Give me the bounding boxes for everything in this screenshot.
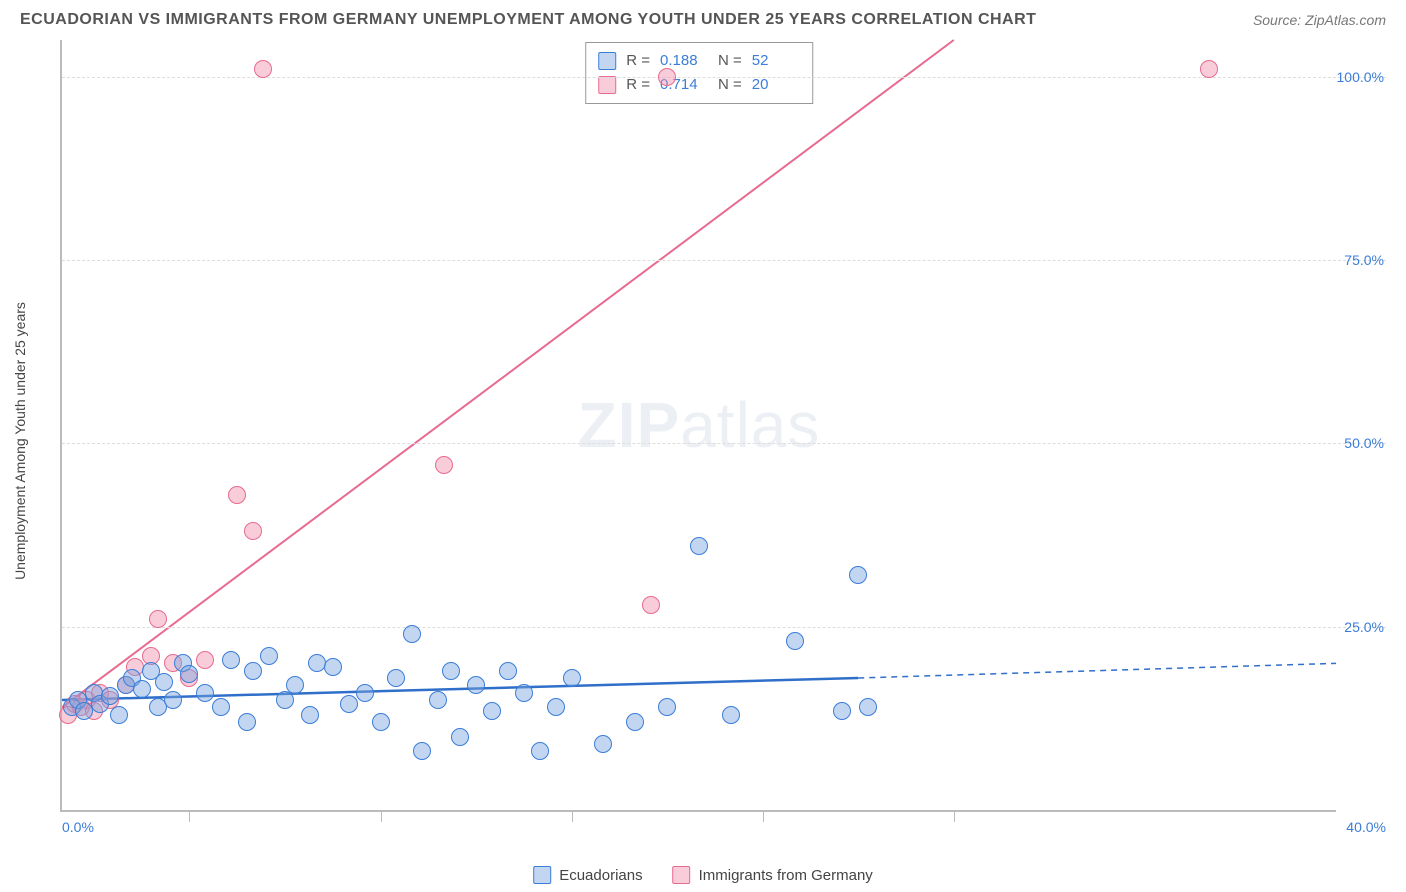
data-point-ecuadorians xyxy=(531,742,549,760)
source-name: ZipAtlas.com xyxy=(1305,12,1386,28)
data-point-ecuadorians xyxy=(690,537,708,555)
legend-swatch-germany xyxy=(673,866,691,884)
gridline-h xyxy=(62,627,1386,628)
data-point-ecuadorians xyxy=(301,706,319,724)
x-axis-max-label: 40.0% xyxy=(1346,819,1386,835)
y-axis-label: Unemployment Among Youth under 25 years xyxy=(12,302,28,580)
data-point-ecuadorians xyxy=(483,702,501,720)
data-point-ecuadorians xyxy=(442,662,460,680)
source-prefix: Source: xyxy=(1253,12,1305,28)
data-point-ecuadorians xyxy=(387,669,405,687)
data-point-germany xyxy=(244,522,262,540)
x-axis-min-label: 0.0% xyxy=(62,819,94,835)
data-point-ecuadorians xyxy=(722,706,740,724)
trend-line xyxy=(858,663,1336,678)
data-point-ecuadorians xyxy=(244,662,262,680)
legend-item-germany: Immigrants from Germany xyxy=(673,866,873,884)
data-point-ecuadorians xyxy=(196,684,214,702)
data-point-ecuadorians xyxy=(833,702,851,720)
data-point-ecuadorians xyxy=(849,566,867,584)
data-point-ecuadorians xyxy=(101,687,119,705)
data-point-ecuadorians xyxy=(515,684,533,702)
swatch-ecuadorians xyxy=(598,52,616,70)
r-label: R = xyxy=(626,49,650,73)
data-point-ecuadorians xyxy=(658,698,676,716)
data-point-germany xyxy=(435,456,453,474)
data-point-ecuadorians xyxy=(238,713,256,731)
watermark: ZIPatlas xyxy=(578,388,821,462)
data-point-ecuadorians xyxy=(340,695,358,713)
stats-row-ecuadorians: R = 0.188 N = 52 xyxy=(598,49,800,73)
watermark-thin: atlas xyxy=(680,389,820,461)
data-point-ecuadorians xyxy=(212,698,230,716)
legend-label-germany: Immigrants from Germany xyxy=(699,867,873,884)
data-point-ecuadorians xyxy=(308,654,326,672)
data-point-ecuadorians xyxy=(260,647,278,665)
legend-label-ecuadorians: Ecuadorians xyxy=(559,867,642,884)
data-point-ecuadorians xyxy=(356,684,374,702)
watermark-bold: ZIP xyxy=(578,389,681,461)
data-point-ecuadorians xyxy=(859,698,877,716)
data-point-ecuadorians xyxy=(372,713,390,731)
chart-area: Unemployment Among Youth under 25 years … xyxy=(60,40,1386,842)
data-point-ecuadorians xyxy=(594,735,612,753)
data-point-ecuadorians xyxy=(155,673,173,691)
x-tick xyxy=(763,810,764,822)
data-point-ecuadorians xyxy=(164,691,182,709)
x-tick xyxy=(572,810,573,822)
x-tick xyxy=(381,810,382,822)
legend-item-ecuadorians: Ecuadorians xyxy=(533,866,642,884)
data-point-ecuadorians xyxy=(467,676,485,694)
data-point-ecuadorians xyxy=(547,698,565,716)
data-point-ecuadorians xyxy=(180,665,198,683)
data-point-ecuadorians xyxy=(429,691,447,709)
data-point-germany xyxy=(642,596,660,614)
data-point-ecuadorians xyxy=(451,728,469,746)
stats-legend-box: R = 0.188 N = 52 R = 0.714 N = 20 xyxy=(585,42,813,104)
data-point-ecuadorians xyxy=(133,680,151,698)
data-point-ecuadorians xyxy=(286,676,304,694)
y-tick-label: 25.0% xyxy=(1336,619,1386,635)
data-point-germany xyxy=(1200,60,1218,78)
data-point-ecuadorians xyxy=(499,662,517,680)
y-tick-label: 75.0% xyxy=(1336,252,1386,268)
y-tick-label: 100.0% xyxy=(1336,69,1386,85)
data-point-germany xyxy=(196,651,214,669)
data-point-germany xyxy=(254,60,272,78)
n-value-ecuadorians: 52 xyxy=(752,49,800,73)
source-attribution: Source: ZipAtlas.com xyxy=(1253,12,1386,28)
data-point-ecuadorians xyxy=(786,632,804,650)
chart-title: ECUADORIAN VS IMMIGRANTS FROM GERMANY UN… xyxy=(20,11,1036,29)
data-point-ecuadorians xyxy=(222,651,240,669)
scatter-plot: ZIPatlas R = 0.188 N = 52 R = 0.714 N = … xyxy=(60,40,1336,812)
data-point-germany xyxy=(149,610,167,628)
data-point-germany xyxy=(228,486,246,504)
data-point-germany xyxy=(658,68,676,86)
n-label: N = xyxy=(718,49,742,73)
gridline-h xyxy=(62,260,1386,261)
gridline-h xyxy=(62,443,1386,444)
data-point-ecuadorians xyxy=(413,742,431,760)
trend-line xyxy=(62,40,954,707)
data-point-ecuadorians xyxy=(110,706,128,724)
y-tick-label: 50.0% xyxy=(1336,435,1386,451)
data-point-ecuadorians xyxy=(563,669,581,687)
legend-swatch-ecuadorians xyxy=(533,866,551,884)
trend-lines-layer xyxy=(62,40,1336,810)
bottom-legend: Ecuadorians Immigrants from Germany xyxy=(533,866,873,884)
x-tick xyxy=(954,810,955,822)
data-point-ecuadorians xyxy=(626,713,644,731)
data-point-ecuadorians xyxy=(324,658,342,676)
swatch-germany xyxy=(598,76,616,94)
data-point-ecuadorians xyxy=(403,625,421,643)
x-tick xyxy=(189,810,190,822)
